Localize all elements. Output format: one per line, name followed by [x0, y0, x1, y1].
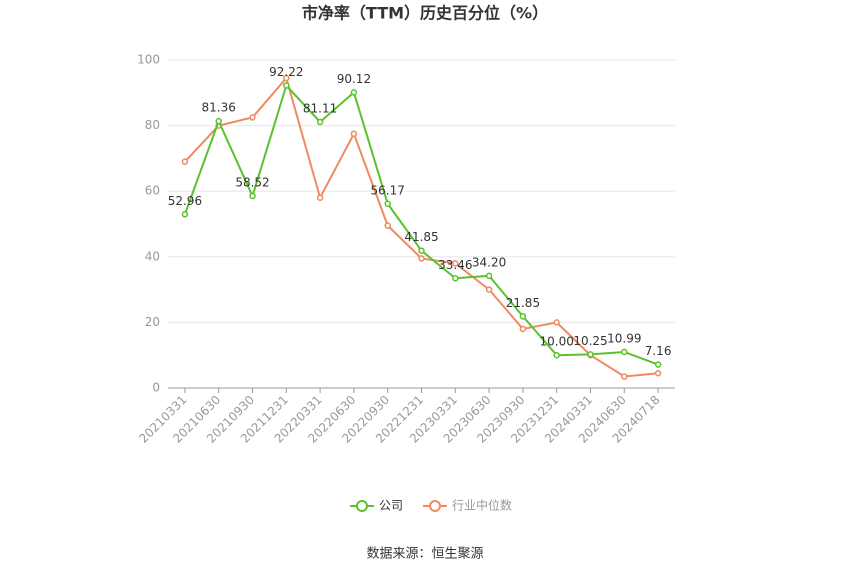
point [350, 130, 358, 138]
point [181, 211, 189, 218]
legend-marker [356, 500, 368, 512]
series-line [184, 75, 659, 378]
y-tick-label: 20 [145, 315, 160, 329]
data-label: 56.17 [371, 183, 405, 197]
point [316, 118, 324, 126]
point [452, 275, 459, 282]
data-label: 34.20 [472, 255, 506, 269]
data-label: 81.36 [202, 101, 236, 115]
point [418, 247, 425, 254]
point [519, 325, 527, 333]
data-label: 10.99 [607, 331, 641, 345]
data-label: 41.85 [404, 230, 438, 244]
source: 数据来源：恒生聚源 [366, 547, 483, 562]
y-tick-label: 60 [145, 184, 160, 198]
point [249, 114, 256, 121]
point [283, 74, 290, 82]
data-label: 92.22 [269, 65, 303, 79]
point [181, 158, 189, 165]
data-label: 10.00 [540, 335, 574, 349]
legend-label: 行业中位数 [452, 498, 512, 513]
point [418, 255, 425, 262]
data-label: 21.85 [506, 296, 540, 310]
point [553, 351, 560, 359]
point [283, 82, 290, 89]
point [485, 286, 493, 293]
data-label: 52.96 [168, 194, 202, 208]
point [519, 313, 527, 320]
data-label: 81.11 [303, 101, 337, 115]
y-tick-label: 40 [145, 249, 160, 263]
point [654, 369, 662, 377]
data-label: 10.25 [573, 334, 607, 348]
data-label: 7.16 [645, 344, 672, 358]
point [249, 192, 256, 200]
point [621, 373, 628, 380]
point [587, 351, 594, 358]
chart-title: 市净率（TTM）历史百分位（%） [302, 4, 548, 23]
data-label: 58.52 [235, 176, 269, 190]
point [553, 319, 560, 326]
point [384, 222, 391, 229]
point [215, 117, 222, 125]
point [654, 361, 662, 368]
y-tick-label: 80 [145, 118, 160, 132]
legend-marker [429, 500, 442, 512]
y-tick-label: 100 [137, 53, 160, 67]
point [452, 260, 459, 267]
point [316, 194, 324, 202]
data-label: 90.12 [337, 72, 371, 86]
point [485, 272, 493, 280]
point [384, 200, 391, 208]
point [350, 89, 358, 96]
data-label: 33.46 [438, 258, 472, 272]
y-tick-label: 0 [152, 381, 160, 395]
point [621, 348, 628, 356]
legend-label: 公司 [379, 499, 403, 513]
